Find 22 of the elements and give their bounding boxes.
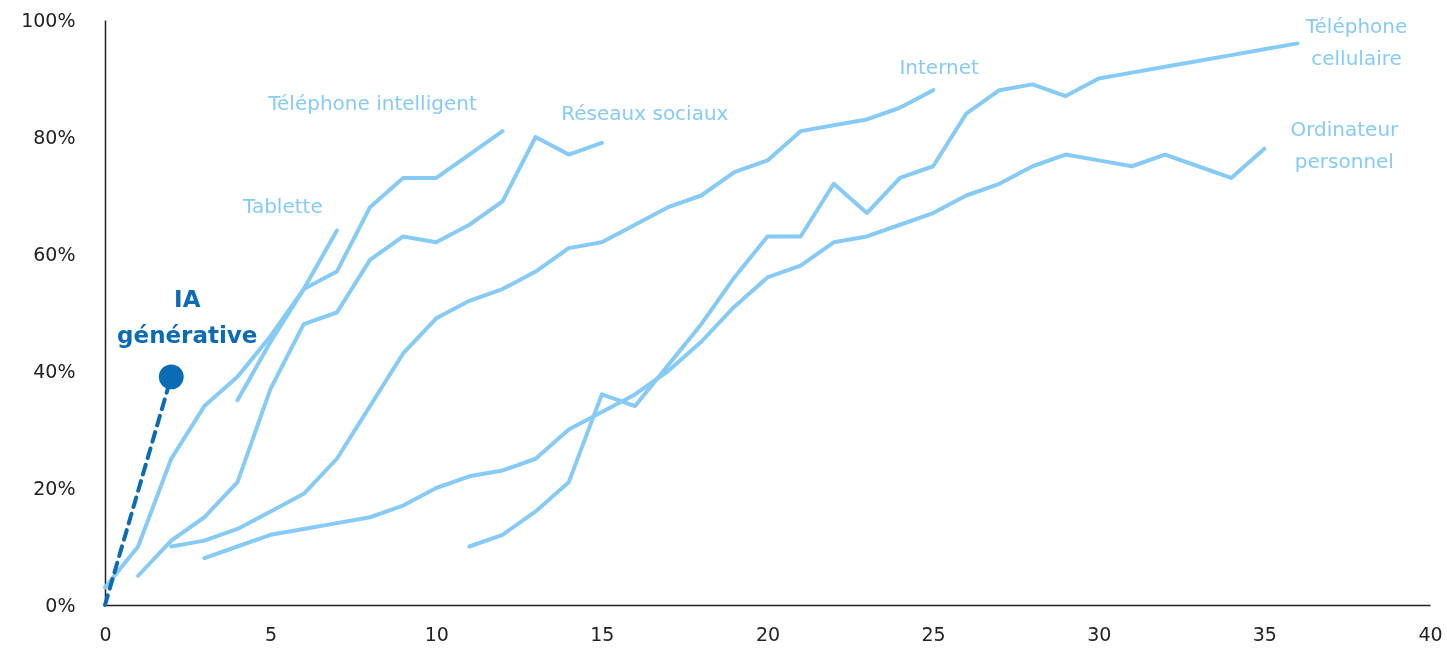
- x-tick-label: 0: [99, 622, 112, 645]
- y-tick-label: 0%: [45, 593, 76, 616]
- y-tick-label: 60%: [33, 242, 76, 265]
- x-tick-label: 40: [1418, 622, 1443, 645]
- x-tick-label: 20: [755, 622, 781, 645]
- series-label: Téléphone intelligent: [267, 91, 477, 116]
- series-label: Réseaux sociaux: [561, 100, 729, 125]
- y-tick-label: 20%: [33, 476, 76, 499]
- series-label: Téléphone cellulaire: [1304, 14, 1408, 71]
- y-tick-label: 80%: [33, 125, 76, 148]
- series-label: Tablette: [242, 193, 323, 218]
- x-tick-label: 35: [1252, 622, 1277, 645]
- series-label: Ordinateur personnel: [1290, 116, 1400, 173]
- x-tick-label: 15: [590, 622, 615, 645]
- y-tick-label: 40%: [33, 359, 76, 382]
- x-tick-label: 25: [921, 622, 946, 645]
- y-tick-label: 100%: [21, 8, 76, 31]
- series-label: Internet: [899, 55, 979, 80]
- text: IA générative: [117, 285, 258, 348]
- x-tick-label: 10: [424, 622, 449, 645]
- x-tick-label: 5: [265, 622, 278, 645]
- x-tick-label: 30: [1087, 622, 1112, 645]
